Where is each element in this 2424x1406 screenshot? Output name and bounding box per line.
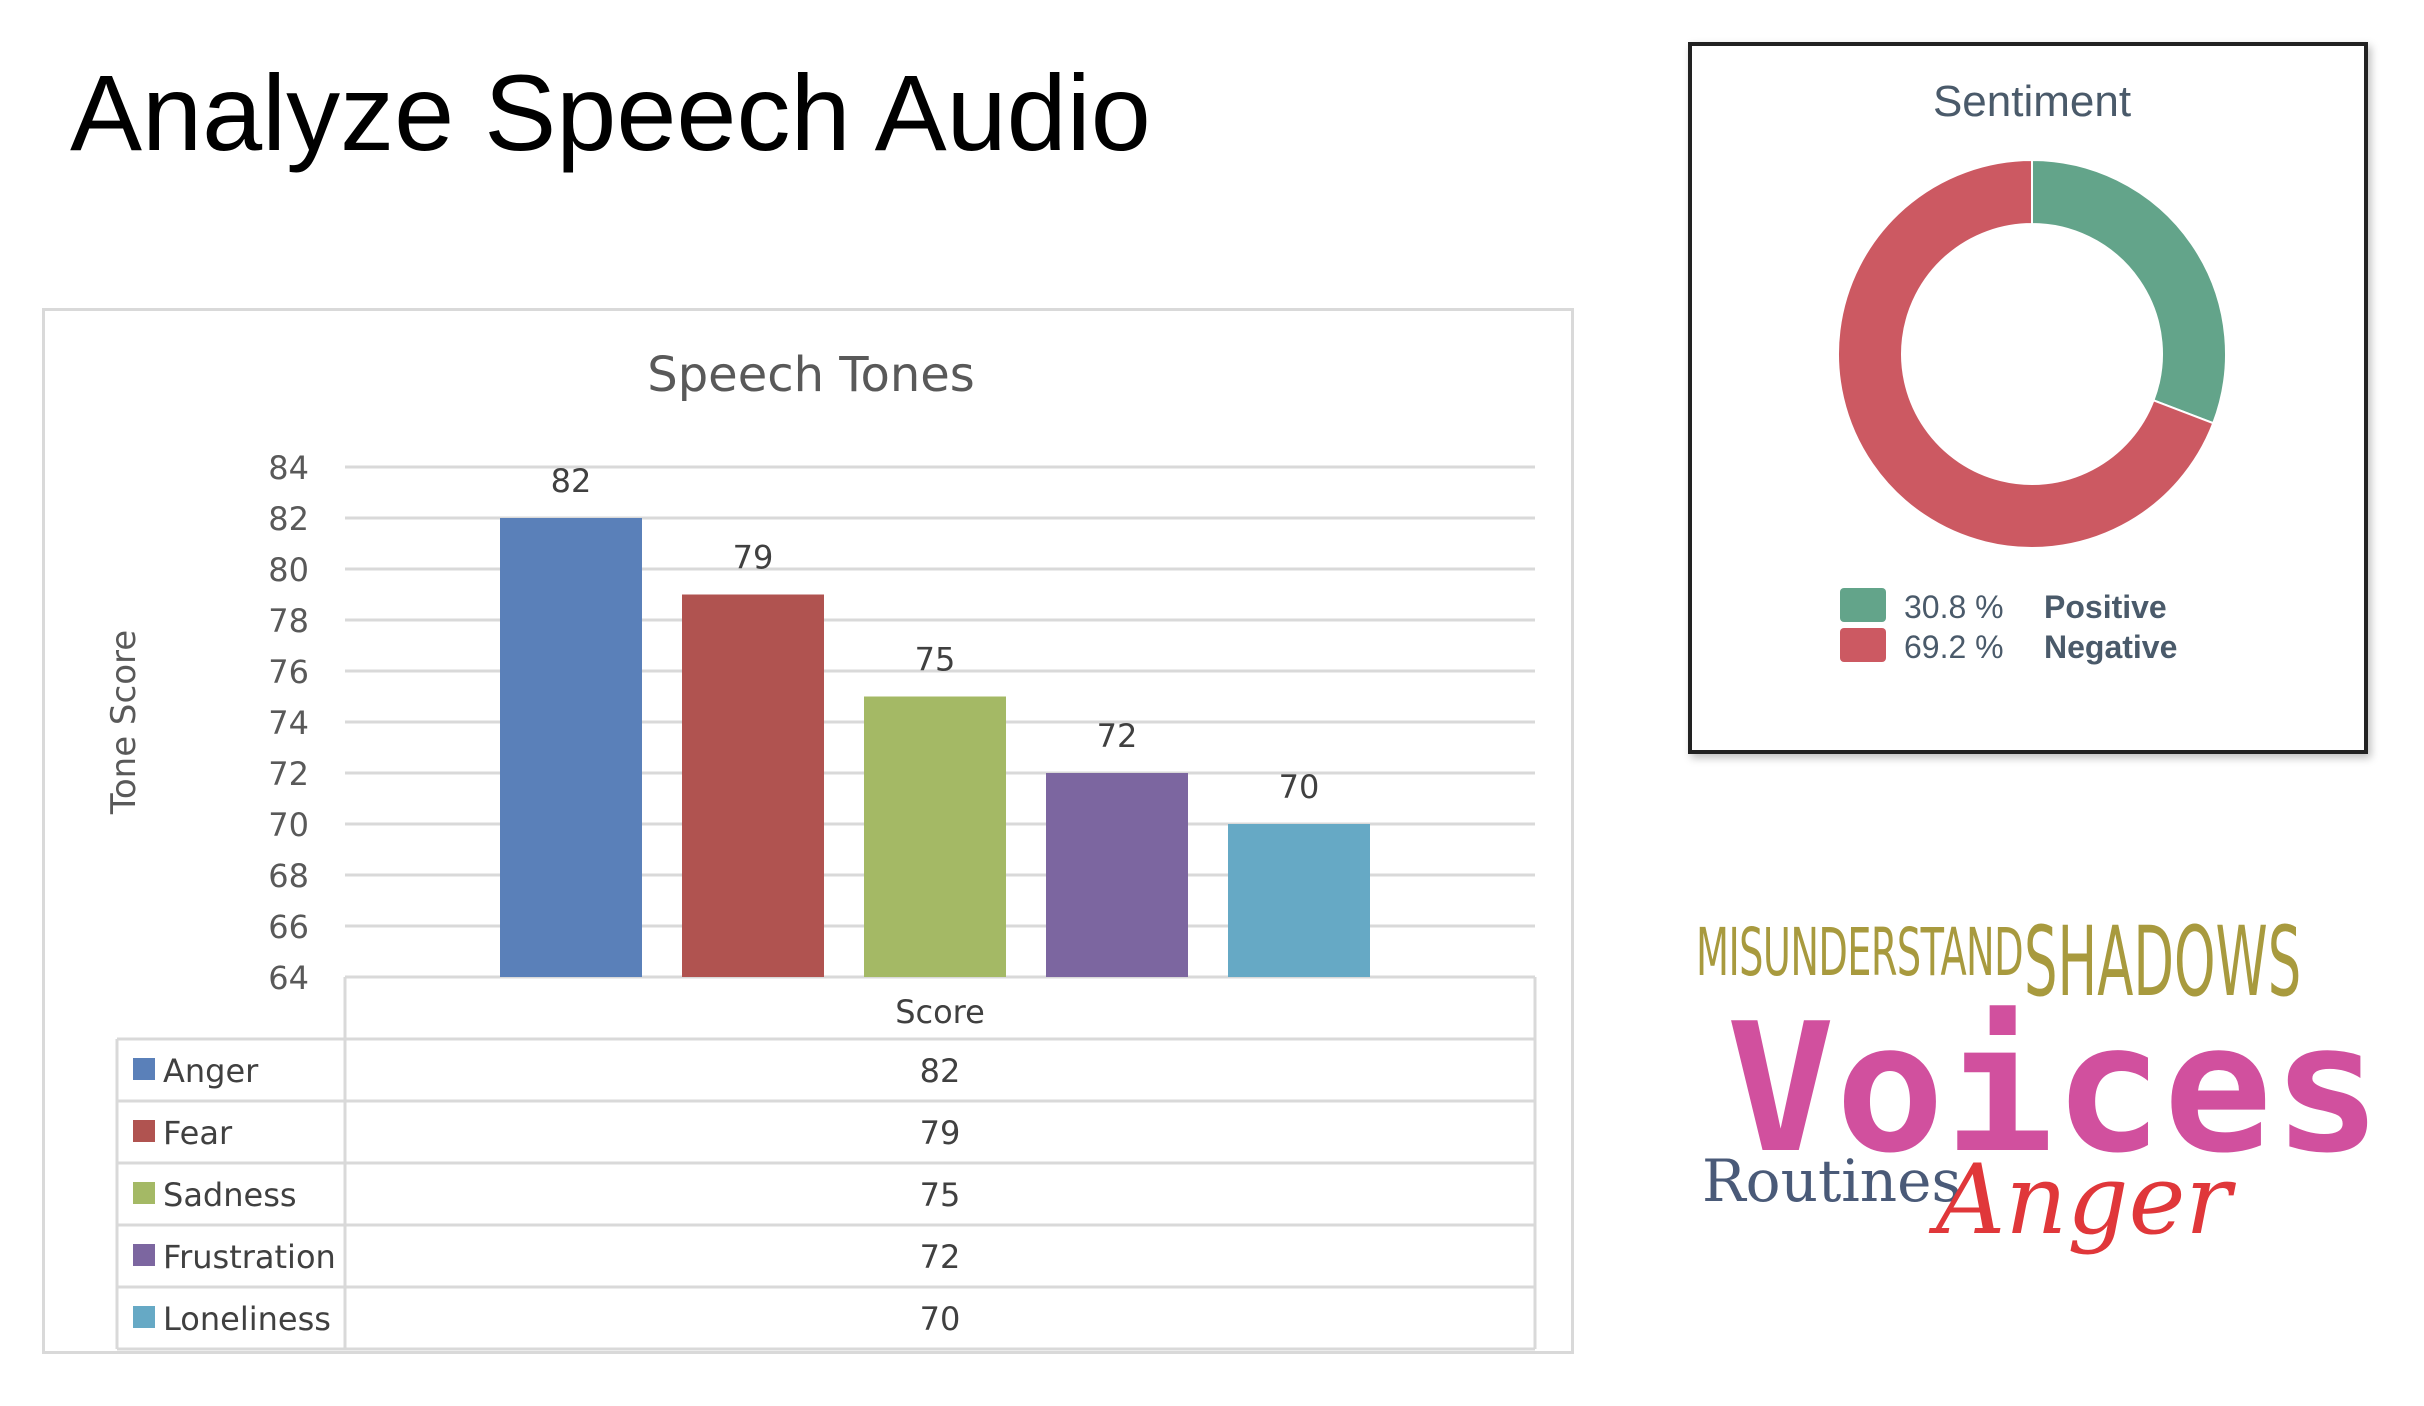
sentiment-title: Sentiment: [1933, 77, 2131, 126]
legend-swatch-sadness: [133, 1182, 155, 1204]
legend-swatch-loneliness: [133, 1306, 155, 1328]
data-label: 75: [915, 641, 956, 679]
wordcloud-word-routines: Routines: [1702, 1147, 1962, 1215]
legend-swatch-frustration: [133, 1244, 155, 1266]
table-row-value: 79: [920, 1114, 961, 1152]
sentiment-chart: Sentiment 30.8 % Positive 69.2 % Negative: [1688, 42, 2368, 754]
y-tick-label: 74: [268, 704, 309, 742]
legend-swatch-fear: [133, 1120, 155, 1142]
table-row-label: Frustration: [163, 1238, 336, 1276]
y-tick-label: 66: [268, 908, 309, 946]
table-row-value: 70: [920, 1300, 961, 1338]
legend-percent: 30.8 %: [1904, 589, 2004, 625]
legend-name: Negative: [2044, 629, 2177, 665]
chart-title: Speech Tones: [647, 347, 975, 403]
page-title: Analyze Speech Audio: [70, 52, 1151, 173]
table-row-label: Fear: [163, 1114, 233, 1152]
legend-swatch-anger: [133, 1058, 155, 1080]
y-axis-label: Tone Score: [104, 630, 144, 815]
sentiment-svg: Sentiment 30.8 % Positive 69.2 % Negative: [1837, 77, 2227, 665]
table-row-label: Anger: [163, 1052, 259, 1090]
y-tick-label: 70: [268, 806, 309, 844]
legend-name: Positive: [2044, 589, 2167, 625]
wordcloud-word-misunderstand: MISUNDERSTAND: [1696, 914, 2024, 991]
wordcloud-word-anger: Anger: [1936, 1144, 2232, 1256]
y-tick-label: 80: [268, 551, 309, 589]
bar-frustration: [1046, 773, 1188, 977]
y-tick-label: 78: [268, 602, 309, 640]
y-tick-label: 76: [268, 653, 309, 691]
y-tick-label: 68: [268, 857, 309, 895]
legend-swatch-negative: [1840, 628, 1886, 662]
table-row-value: 75: [920, 1176, 961, 1214]
data-label: 82: [551, 462, 592, 500]
donut-slice-positive: [2031, 158, 2227, 425]
word-cloud: MISUNDERSTAND SHADOWS Voices Routines An…: [1690, 890, 2382, 1290]
data-label: 79: [733, 539, 774, 577]
bar-sadness: [864, 696, 1006, 977]
data-label: 70: [1279, 768, 1320, 806]
table-row-label: Sadness: [163, 1176, 297, 1214]
legend-percent: 69.2 %: [1904, 629, 2004, 665]
wordcloud-word-shadows: SHADOWS: [2024, 906, 2302, 1018]
bar-fear: [682, 594, 824, 977]
y-tick-label: 84: [268, 449, 309, 487]
wordcloud-word-voices: Voices: [1726, 985, 2382, 1192]
y-tick-label: 72: [268, 755, 309, 793]
x-axis-label: Score: [895, 993, 985, 1031]
donut-slice-negative: [1837, 158, 2215, 549]
y-tick-label: 64: [268, 959, 309, 997]
speech-tones-chart: Speech Tones Tone Score 84 82 80 78 76 74 72 70 68…: [42, 308, 1574, 1354]
bar-anger: [500, 518, 642, 977]
table-row-value: 72: [920, 1238, 961, 1276]
bar-loneliness: [1228, 824, 1370, 977]
speech-tones-svg: Speech Tones Tone Score 84 82 80 78 76 74 72 70 68…: [104, 347, 1537, 1351]
y-tick-label: 82: [268, 500, 309, 538]
table-row-value: 82: [920, 1052, 961, 1090]
table-row-label: Loneliness: [163, 1300, 331, 1338]
data-label: 72: [1097, 717, 1138, 755]
legend-swatch-positive: [1840, 588, 1886, 622]
